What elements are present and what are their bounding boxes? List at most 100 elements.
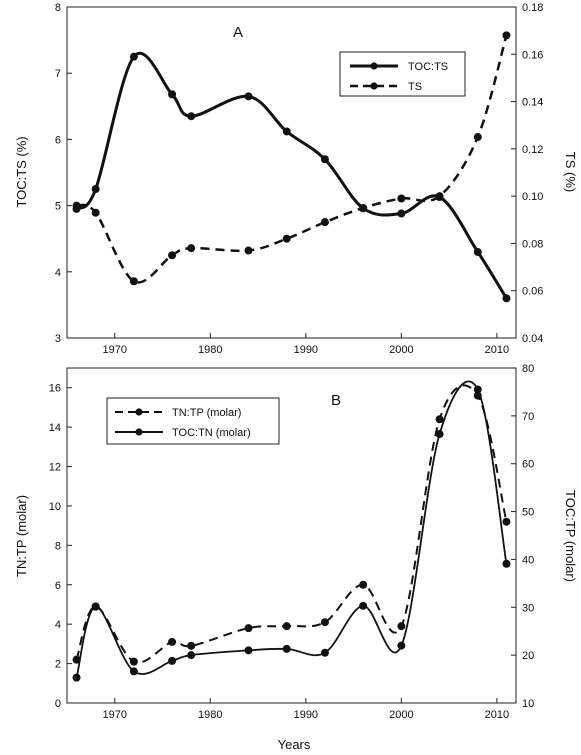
panel-a-series-toc-ts-point (244, 92, 253, 101)
panel-b-series-toc-tn-molar-point (320, 648, 329, 657)
panel-b-series-toc-tn-molar-point (473, 385, 482, 394)
panel-a-series-ts-point (168, 251, 177, 260)
panel-a-y-tick-label: 8 (55, 2, 61, 14)
panel-a-y2-tick-label: 0.16 (522, 49, 543, 61)
panel-b-series-tn-tp-molar-point (320, 618, 329, 627)
panel-b-legend-label-toc-tn: TOC:TN (molar) (172, 427, 251, 439)
panel-a-series-ts-point (473, 133, 482, 142)
panel-a-y2-tick-label: 0.04 (522, 333, 543, 345)
panel-b-legend: TN:TP (molar) TOC:TN (molar) (106, 397, 280, 445)
panel-b-series-tn-tp-molar-point (244, 624, 253, 633)
panel-a-series-ts-point (435, 192, 444, 201)
panel-b-series-tn-tp-molar-point (72, 655, 81, 664)
panel-a-series-toc-ts-point (320, 155, 329, 164)
panel-a-label: A (233, 24, 243, 41)
panel-b-y-tick-label: 0 (55, 698, 61, 710)
panel-a-legend-label-toc-ts: TOC:TS (408, 61, 448, 73)
panel-b-y2-tick-label: 70 (522, 411, 534, 423)
panel-b-series-toc-tn-molar-point (435, 430, 444, 439)
panel-b-y-tick-label: 2 (55, 659, 61, 671)
panel-a-series-ts-point (502, 31, 511, 40)
panel-a-x-tick-label: 1980 (198, 344, 222, 356)
panel-a-x-tick-label: 2010 (485, 344, 509, 356)
panel-b-series-tn-tp-molar-point (397, 622, 406, 631)
panel-a-y2-tick-label: 0.12 (522, 144, 543, 156)
panel-a-x-tick-label: 2000 (389, 344, 413, 356)
panel-a-legend-box (339, 51, 466, 97)
panel-a-y2-tick-label: 0.18 (522, 2, 543, 14)
panel-b-label: B (331, 392, 341, 409)
panel-b-y-tick-label: 14 (49, 422, 61, 434)
panel-a-series-ts-point (320, 218, 329, 227)
panel-b-series-toc-tn-molar-point (244, 646, 253, 655)
panel-a-series-toc-ts-point (168, 90, 177, 99)
panel-a-y2-tick-label: 0.06 (522, 286, 543, 298)
panel-b-y2-tick-label: 40 (522, 554, 534, 566)
panel-b-series-toc-tn-molar-point (168, 656, 177, 665)
panel-b-x-tick-label: 2000 (389, 709, 413, 721)
panel-b-y2-axis-label: TOC:TP (molar) (563, 490, 578, 582)
panel-a-series-toc-ts-point (473, 247, 482, 256)
panel-b-x-tick-label: 1990 (294, 709, 318, 721)
panel-b-series-toc-tn-molar-point (502, 559, 511, 568)
panel-a-y2-tick-label: 0.14 (522, 97, 543, 109)
panel-b-x-tick-label: 1970 (103, 709, 127, 721)
panel-a-series-toc-ts-point (91, 185, 100, 194)
panel-a-series-ts-point (72, 201, 81, 210)
panel-b-series-tn-tp-molar-point (129, 657, 138, 666)
panel-a-legend-label-ts: TS (408, 81, 422, 93)
panel-b-y2-tick-label: 30 (522, 602, 534, 614)
panel-a-series-ts-point (397, 194, 406, 203)
panel-b-y-tick-label: 8 (55, 540, 61, 552)
panel-a-plot-frame (66, 6, 517, 339)
panel-b-y-tick-label: 6 (55, 580, 61, 592)
panel-a-y-tick-label: 7 (55, 68, 61, 80)
panel-b-series-toc-tn-molar-point (359, 601, 368, 610)
panel-a-chart: A TOC:TS (%) TS (%) TOC:TS TS 1970 1980 19… (14, 2, 578, 356)
panel-b-series-toc-tn-molar-point (282, 644, 291, 653)
panel-a-legend-marker-toc-ts (370, 62, 378, 70)
panel-b-legend-label-tn-tp: TN:TP (molar) (172, 407, 241, 419)
panel-a-y-tick-label: 4 (55, 267, 61, 279)
panel-b-legend-box (106, 397, 280, 445)
panel-a-series-ts-point (244, 246, 253, 255)
panel-a-series-toc-ts-point (187, 112, 196, 121)
panel-b-plot-frame (66, 367, 517, 704)
panel-b-series-toc-tn-molar-point (129, 667, 138, 676)
panel-b-x-axis-label: Years (278, 737, 311, 752)
panel-b-y2-tick-label: 50 (522, 507, 534, 519)
panel-a-y-tick-label: 5 (55, 201, 61, 213)
panel-b-y-tick-label: 16 (49, 383, 61, 395)
panel-b-series-tn-tp-molar-point (359, 580, 368, 589)
panel-a-series-ts-line (76, 35, 508, 284)
panel-a-series-ts-point (359, 203, 368, 212)
panel-b-y-tick-label: 10 (49, 501, 61, 513)
panel-a-series-ts-point (129, 277, 138, 286)
panel-b-series-toc-tn-molar-point (187, 651, 196, 660)
panel-a-series-toc-ts-point (282, 127, 291, 136)
panel-a-series-toc-ts-point (397, 209, 406, 218)
panel-b-series-tn-tp-molar-point (282, 622, 291, 631)
panel-b-chart: B TN:TP (molar) TOC:TP (molar) Years TN:… (14, 363, 578, 752)
panel-b-series-tn-tp-molar-point (168, 637, 177, 646)
panel-b-y-axis-label: TN:TP (molar) (14, 495, 29, 577)
panel-b-y2-tick-label: 10 (522, 698, 534, 710)
panel-b-y2-tick-label: 80 (522, 363, 534, 375)
panel-a-y2-tick-label: 0.10 (522, 191, 543, 203)
panel-b-series-toc-tn-molar-point (91, 602, 100, 611)
panel-a-y-axis-label: TOC:TS (%) (14, 136, 29, 207)
panel-b-series-toc-tn-molar-point (397, 641, 406, 650)
panel-b-x-tick-label: 1980 (198, 709, 222, 721)
panel-b-y2-tick-label: 20 (522, 650, 534, 662)
panel-b-series-toc-tn-molar-point (72, 673, 81, 682)
panel-b-legend-marker-toc-tn (135, 428, 143, 436)
panel-a-series-toc-ts-point (502, 294, 511, 303)
panel-a-y-tick-label: 6 (55, 134, 61, 146)
panel-a-y2-axis-label: TS (%) (563, 152, 578, 192)
panel-b-series-tn-tp-molar-point (502, 517, 511, 526)
panel-b-series-tn-tp-molar-point (187, 641, 196, 650)
panel-b-y2-tick-label: 60 (522, 459, 534, 471)
panel-a-legend: TOC:TS TS (339, 51, 466, 97)
panel-a-y2-tick-label: 0.08 (522, 238, 543, 250)
